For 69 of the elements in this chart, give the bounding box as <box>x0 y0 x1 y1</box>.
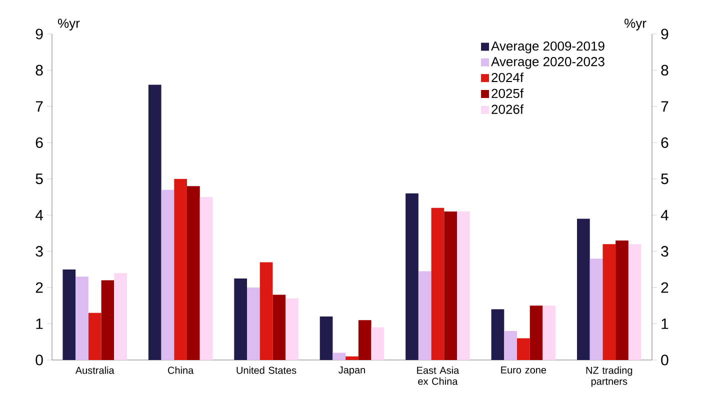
bar <box>358 320 372 360</box>
bar <box>457 211 470 360</box>
bar <box>418 271 432 360</box>
bar <box>148 84 162 360</box>
y-tick-label: 1 <box>36 318 43 329</box>
bar <box>602 244 616 360</box>
bar <box>161 190 174 360</box>
bar <box>542 306 556 360</box>
x-tick-label: Euro zone <box>501 366 546 374</box>
bar <box>247 288 260 360</box>
x-tick-label: United States <box>236 366 296 374</box>
y2-tick-label: 7 <box>661 101 668 112</box>
x-tick-label: Australia <box>75 366 114 374</box>
x-tick-label: NZ trading partners <box>586 366 632 387</box>
legend-label: 2025f <box>492 88 524 98</box>
legend-label: Average 2020-2023 <box>491 57 604 69</box>
y-tick-label: 7 <box>36 101 43 112</box>
x-tick-label: China <box>168 366 194 374</box>
legend-label: 2026f <box>492 104 524 114</box>
y2-tick-label: 6 <box>661 137 668 148</box>
y2-tick-label: 1 <box>662 318 668 329</box>
y-axis-title: %yr <box>58 18 80 30</box>
bar <box>114 273 127 360</box>
y-tick-label: 8 <box>36 64 43 76</box>
bar <box>187 186 200 360</box>
bar <box>260 262 273 360</box>
bar <box>88 312 102 360</box>
y-tick-label: 6 <box>36 137 43 148</box>
bar <box>286 298 298 360</box>
y2-tick-label: 3 <box>661 246 668 257</box>
bar <box>406 193 418 360</box>
y2-tick-label: 8 <box>661 64 668 76</box>
bar <box>431 208 444 360</box>
legend-label: Average 2009-2019 <box>491 41 604 54</box>
legend-label: 2024f <box>492 72 524 82</box>
x-tick-label: Japan <box>338 366 365 376</box>
bar <box>272 294 286 360</box>
bar <box>332 352 346 360</box>
bar <box>346 356 358 360</box>
bar <box>616 240 628 360</box>
y-tick-label: 0 <box>36 354 43 366</box>
y2-tick-label: 4 <box>660 210 668 220</box>
y-tick-label: 3 <box>36 246 43 257</box>
y2-tick-label: 5 <box>661 174 668 184</box>
bar <box>62 269 76 360</box>
bar <box>504 331 517 360</box>
bar <box>577 218 590 360</box>
bar <box>101 280 114 360</box>
y2-axis-title: %yr <box>624 18 646 30</box>
bar <box>234 278 248 360</box>
x-tick-label: East Asia ex China <box>417 366 460 385</box>
bar <box>444 211 458 360</box>
y2-tick-label: 0 <box>661 354 668 366</box>
y2-tick-label: 2 <box>661 282 668 293</box>
bar <box>76 276 88 360</box>
y-tick-label: 5 <box>36 174 43 184</box>
y2-tick-label: 9 <box>661 28 668 40</box>
y-tick-label: 4 <box>35 210 44 220</box>
bar <box>174 178 187 360</box>
bar <box>491 309 504 360</box>
bar <box>320 316 333 360</box>
bar <box>517 338 530 360</box>
bar <box>628 244 642 360</box>
bar <box>200 197 213 360</box>
y-tick-label: 2 <box>36 282 43 293</box>
y-tick-label: 9 <box>36 28 43 40</box>
bar <box>590 258 603 360</box>
bar <box>371 327 384 360</box>
bar <box>530 306 543 360</box>
